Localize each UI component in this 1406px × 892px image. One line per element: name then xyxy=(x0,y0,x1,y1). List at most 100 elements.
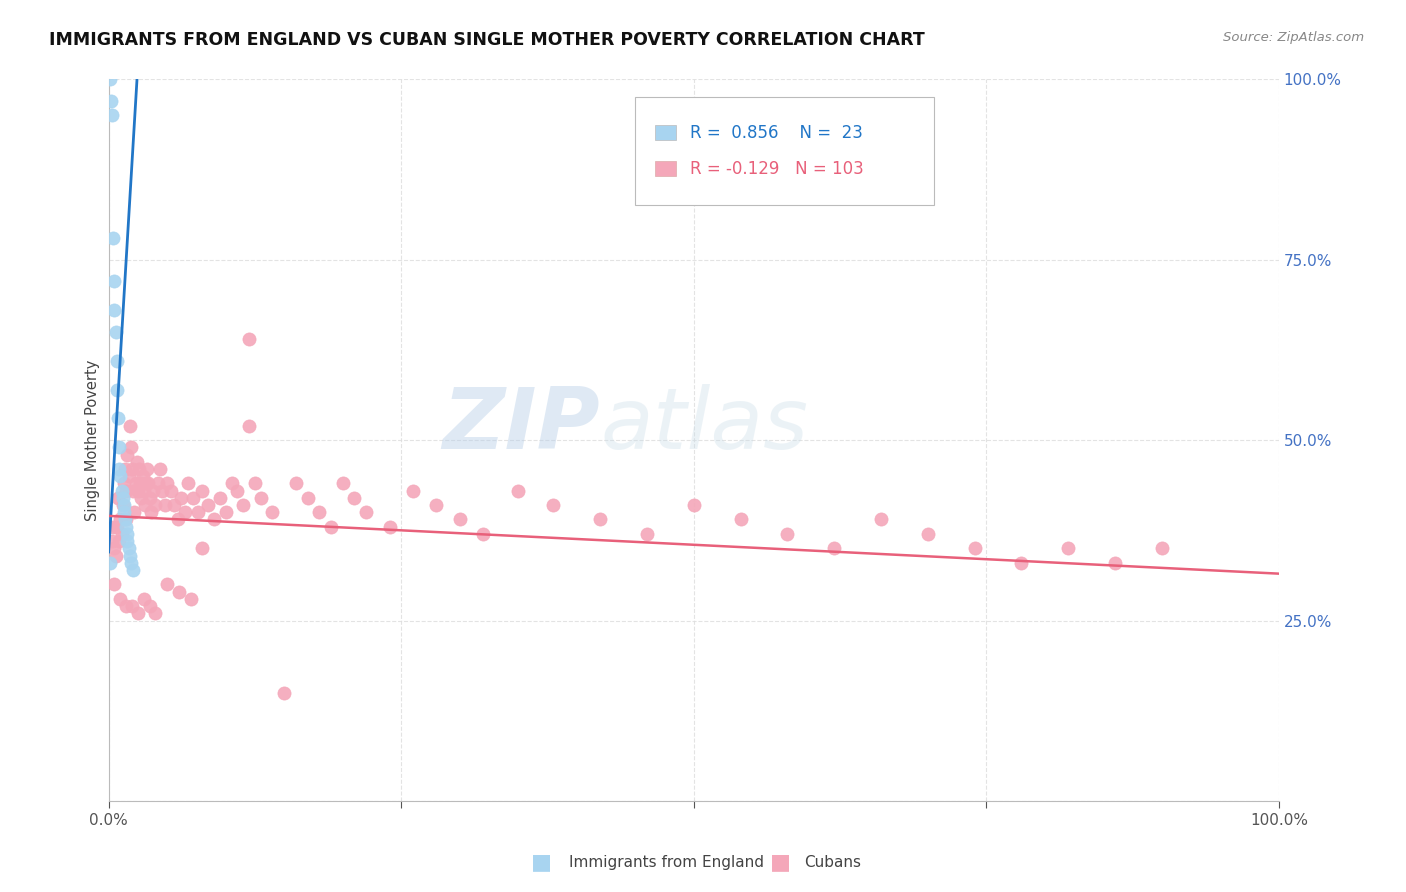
Point xyxy=(125,455,148,469)
Point xyxy=(105,353,128,368)
Point xyxy=(221,476,243,491)
Point xyxy=(121,599,143,614)
Point xyxy=(105,383,128,397)
Point xyxy=(146,476,169,491)
Point xyxy=(823,541,845,556)
Text: atlas: atlas xyxy=(600,384,808,467)
Y-axis label: Single Mother Poverty: Single Mother Poverty xyxy=(86,359,100,521)
Point xyxy=(115,483,138,498)
Point xyxy=(131,491,153,505)
Text: ■: ■ xyxy=(770,853,790,872)
Point xyxy=(98,556,121,570)
Point xyxy=(132,483,155,498)
Point xyxy=(110,527,132,541)
Point xyxy=(262,505,284,519)
Point xyxy=(319,519,342,533)
Point xyxy=(127,483,149,498)
Point xyxy=(117,448,139,462)
Point xyxy=(115,512,138,526)
Point xyxy=(98,72,121,87)
Point xyxy=(111,491,134,505)
Point xyxy=(1011,556,1033,570)
Point xyxy=(117,469,139,483)
Point xyxy=(127,607,149,621)
Point xyxy=(135,476,157,491)
Point xyxy=(128,462,150,476)
Point xyxy=(149,462,172,476)
Point xyxy=(332,476,354,491)
Point xyxy=(284,476,307,491)
Point xyxy=(101,534,124,549)
Point xyxy=(177,476,200,491)
Point xyxy=(870,512,893,526)
Point xyxy=(103,274,125,288)
Point xyxy=(1104,556,1126,570)
Point xyxy=(117,534,139,549)
Point xyxy=(108,462,131,476)
Text: ZIP: ZIP xyxy=(443,384,600,467)
Text: Immigrants from England: Immigrants from England xyxy=(569,855,765,870)
Point xyxy=(145,607,167,621)
Point xyxy=(238,418,260,433)
Point xyxy=(145,498,167,512)
Point xyxy=(449,512,471,526)
Point xyxy=(273,686,295,700)
Point xyxy=(142,483,165,498)
Point xyxy=(226,483,249,498)
FancyBboxPatch shape xyxy=(655,161,676,177)
Point xyxy=(156,577,179,591)
Point xyxy=(187,505,209,519)
Point xyxy=(100,94,122,108)
Text: IMMIGRANTS FROM ENGLAND VS CUBAN SINGLE MOTHER POVERTY CORRELATION CHART: IMMIGRANTS FROM ENGLAND VS CUBAN SINGLE … xyxy=(49,31,925,49)
Point xyxy=(156,476,179,491)
Text: Source: ZipAtlas.com: Source: ZipAtlas.com xyxy=(1223,31,1364,45)
Point xyxy=(543,498,565,512)
Point xyxy=(308,505,330,519)
Point xyxy=(197,498,219,512)
Point xyxy=(104,549,127,563)
FancyBboxPatch shape xyxy=(636,97,934,205)
Point xyxy=(425,498,447,512)
Point xyxy=(170,491,193,505)
Point xyxy=(104,325,127,339)
Point xyxy=(682,498,704,512)
Point xyxy=(508,483,530,498)
Point xyxy=(115,519,138,533)
Point xyxy=(191,483,214,498)
Point xyxy=(249,491,271,505)
Point xyxy=(917,527,939,541)
Point xyxy=(776,527,799,541)
Point xyxy=(163,498,186,512)
Point xyxy=(1150,541,1173,556)
Point xyxy=(134,498,156,512)
Point xyxy=(103,303,125,318)
Point xyxy=(107,411,129,425)
Point xyxy=(730,512,752,526)
Point xyxy=(173,505,195,519)
Point xyxy=(589,512,612,526)
Point xyxy=(105,519,128,533)
Point xyxy=(114,462,136,476)
Point xyxy=(124,476,146,491)
Point xyxy=(636,527,658,541)
Point xyxy=(118,549,141,563)
Point xyxy=(114,512,136,526)
Point xyxy=(153,498,176,512)
Point xyxy=(121,462,143,476)
Point xyxy=(107,491,129,505)
Point xyxy=(214,505,236,519)
Point xyxy=(232,498,254,512)
Point xyxy=(354,505,377,519)
Point xyxy=(112,476,135,491)
Point xyxy=(191,541,214,556)
Point xyxy=(120,440,142,454)
Point xyxy=(402,483,425,498)
Point xyxy=(103,519,125,533)
Point xyxy=(152,483,174,498)
Point xyxy=(181,491,204,505)
Point xyxy=(138,599,160,614)
Point xyxy=(167,584,190,599)
Point xyxy=(111,498,134,512)
Point xyxy=(136,462,159,476)
Point xyxy=(166,512,188,526)
